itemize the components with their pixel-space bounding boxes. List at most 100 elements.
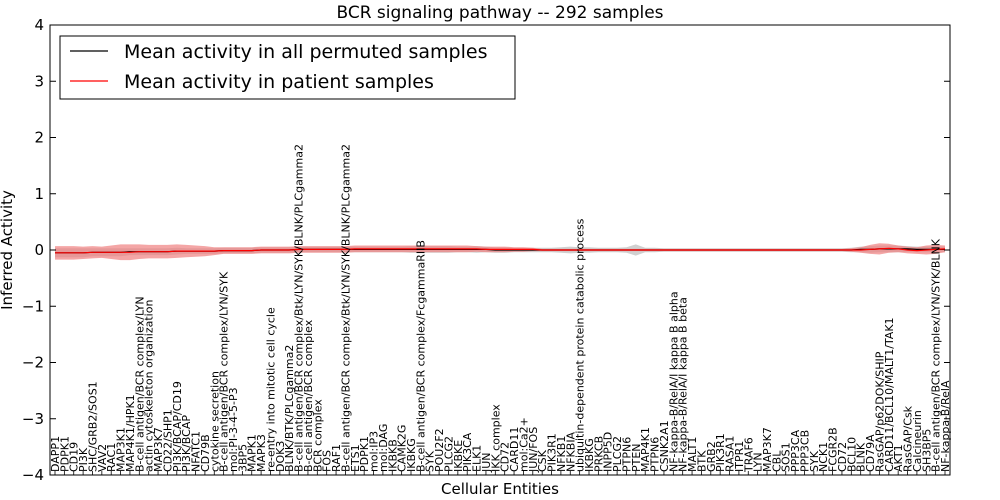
entity-label: CARD11	[508, 427, 521, 472]
entity-label: BTK	[695, 450, 708, 472]
entity-label: RasGAP/Csk	[902, 405, 915, 472]
y-tick-label: −4	[22, 466, 44, 484]
entity-label: PRKCB	[592, 436, 605, 472]
y-tick-label: 1	[34, 185, 44, 203]
entity-label: cytokine secretion	[208, 371, 221, 472]
entity-label: PLCG2	[443, 436, 456, 472]
entity-label: B-cell antigen/BCR complex/Btk/LYN/SYK/B…	[293, 144, 306, 472]
entity-label: PIK3R1	[714, 433, 727, 472]
y-axis: −4 −3 −2 −1 0 1 2 3 4	[22, 16, 950, 484]
entity-label: IKBKB	[386, 439, 399, 472]
entity-label: Calcineurin	[911, 410, 924, 472]
entity-label: SHC/GRB2/SOS1	[87, 381, 100, 472]
entity-label: NF-kappa-B/RelA	[939, 380, 952, 472]
legend-label-permuted: Mean activity in all permuted samples	[124, 41, 487, 63]
entity-label: RAC1	[105, 443, 118, 472]
y-axis-label: Inferred Activity	[0, 190, 16, 310]
entity-label: IKBKG	[583, 438, 596, 472]
y-tick-label: 0	[34, 241, 44, 259]
entity-label: ubiquitin-dependent protein catabolic pr…	[574, 218, 587, 472]
entity-label: B-cell antigen/BCR complex/LYN/SYK	[218, 271, 231, 472]
entity-label: POU2F2	[433, 428, 446, 472]
entity-label: DAPP1	[49, 436, 62, 472]
entity-label: PDPK1	[358, 436, 371, 472]
entity-label: ITPR1	[733, 441, 746, 472]
entity-label: BLNK/BTK/PLCgamma2	[283, 345, 296, 472]
entity-label: PIK3CA	[461, 432, 474, 472]
entity-label: FOS	[321, 450, 334, 472]
entity-label: actin cytoskeleton organization	[143, 300, 156, 472]
entity-label: BLNK	[855, 442, 868, 472]
entity-label: PLCG2	[611, 436, 624, 472]
x-axis-label: Cellular Entities	[441, 480, 559, 498]
entity-label: B-cell antigen/BCR complex	[302, 319, 315, 472]
entity-label: JUN	[480, 452, 493, 473]
entity-label: RasGAP/p62DOK/SHIP	[873, 351, 886, 472]
x-axis-ticks	[54, 471, 946, 475]
entity-label: MAP3K7	[152, 427, 165, 472]
entity-label: SYK	[808, 450, 821, 472]
entity-label: NCK1	[817, 442, 830, 472]
entity-label: NF-kappa-B/RelA/I kappa B beta	[677, 297, 690, 472]
entity-label: PTEN	[630, 443, 643, 472]
entity-label: IKBKG	[405, 438, 418, 472]
entity-label: MAP4K1	[639, 427, 652, 472]
entity-label: PI3K/BCAP	[180, 415, 193, 472]
entity-label: BCR complex	[311, 399, 324, 472]
entity-label: mol:PI-3-4-5-P3	[227, 387, 240, 472]
entity-label: SYK	[424, 450, 437, 472]
entity-label: CSK	[536, 449, 549, 472]
legend: Mean activity in all permuted samples Me…	[59, 35, 516, 100]
entity-label: NFATC1	[190, 431, 203, 472]
entity-label: re-entry into mitotic cell cycle	[265, 307, 278, 472]
entity-label: PPP3CB	[799, 430, 812, 472]
entity-label: TRAF6	[742, 437, 755, 473]
entity-label: CD72	[499, 442, 512, 472]
y-tick-label: −2	[22, 354, 44, 372]
entity-label: mol:Ca2+	[517, 417, 530, 472]
entity-label: PTPN6	[649, 437, 662, 472]
entity-label: SH3BP5	[920, 429, 933, 472]
entity-label: PI3K/BCAP/CD19	[171, 381, 184, 472]
entity-label: B-cell antigen/BCR complex/LYN	[133, 296, 146, 472]
entity-label: DOK3	[274, 441, 287, 472]
entity-label: GRB2	[705, 441, 718, 472]
entity-label: BCL10	[845, 437, 858, 472]
entity-label: mol:IP3	[368, 431, 381, 472]
entity-label: JUN/FOS	[527, 427, 540, 473]
entity-label: RASA1	[724, 436, 737, 472]
entity-label: CD22/SHP1	[161, 409, 174, 472]
entity-label: CD19	[68, 442, 81, 472]
y-tick-label: 3	[34, 72, 44, 90]
entity-label: MAP4K1/HPK1	[124, 394, 137, 472]
entity-label: LYN	[752, 452, 765, 472]
entity-label: CARD11/BCL10/MALT1/TAK1	[883, 317, 896, 472]
entity-label: B-cell antigen/BCR complex/FcgammaRIIB	[414, 240, 427, 472]
entity-label: RAF1	[330, 444, 343, 472]
entity-label: NFKBIA	[564, 431, 577, 472]
entity-label: 3BP5	[236, 444, 249, 472]
entity-label: ELK1	[471, 445, 484, 472]
entity-label: PPP3CA	[789, 429, 802, 472]
entity-label: CSNK2A1	[658, 420, 671, 472]
series-lines	[55, 247, 946, 254]
entity-label: mol:DAG	[377, 424, 390, 472]
entity-label: PTPN6	[621, 437, 634, 472]
entity-label: ETS1	[349, 444, 362, 472]
entity-label: MAPK1	[246, 434, 259, 472]
entity-label: B-cell antigen/BCR complex/Btk/LYN/SYK/B…	[339, 144, 352, 472]
entity-label: INPP5D	[602, 432, 615, 472]
entity-label: VAV2	[96, 444, 109, 472]
entity-label: CD72	[836, 442, 849, 472]
entity-label: PI3K	[77, 447, 90, 472]
entity-label: B-cell antigen/BCR complex/LYN/SYK/BLNK	[930, 238, 943, 472]
entity-label: AKT1	[892, 444, 905, 472]
entity-label: MAP3K7	[761, 427, 774, 472]
entity-label: MALT1	[686, 437, 699, 472]
y-tick-label: −3	[22, 410, 44, 428]
entity-label: PIK3R1	[546, 433, 559, 472]
entity-label: CD79A	[864, 434, 877, 472]
